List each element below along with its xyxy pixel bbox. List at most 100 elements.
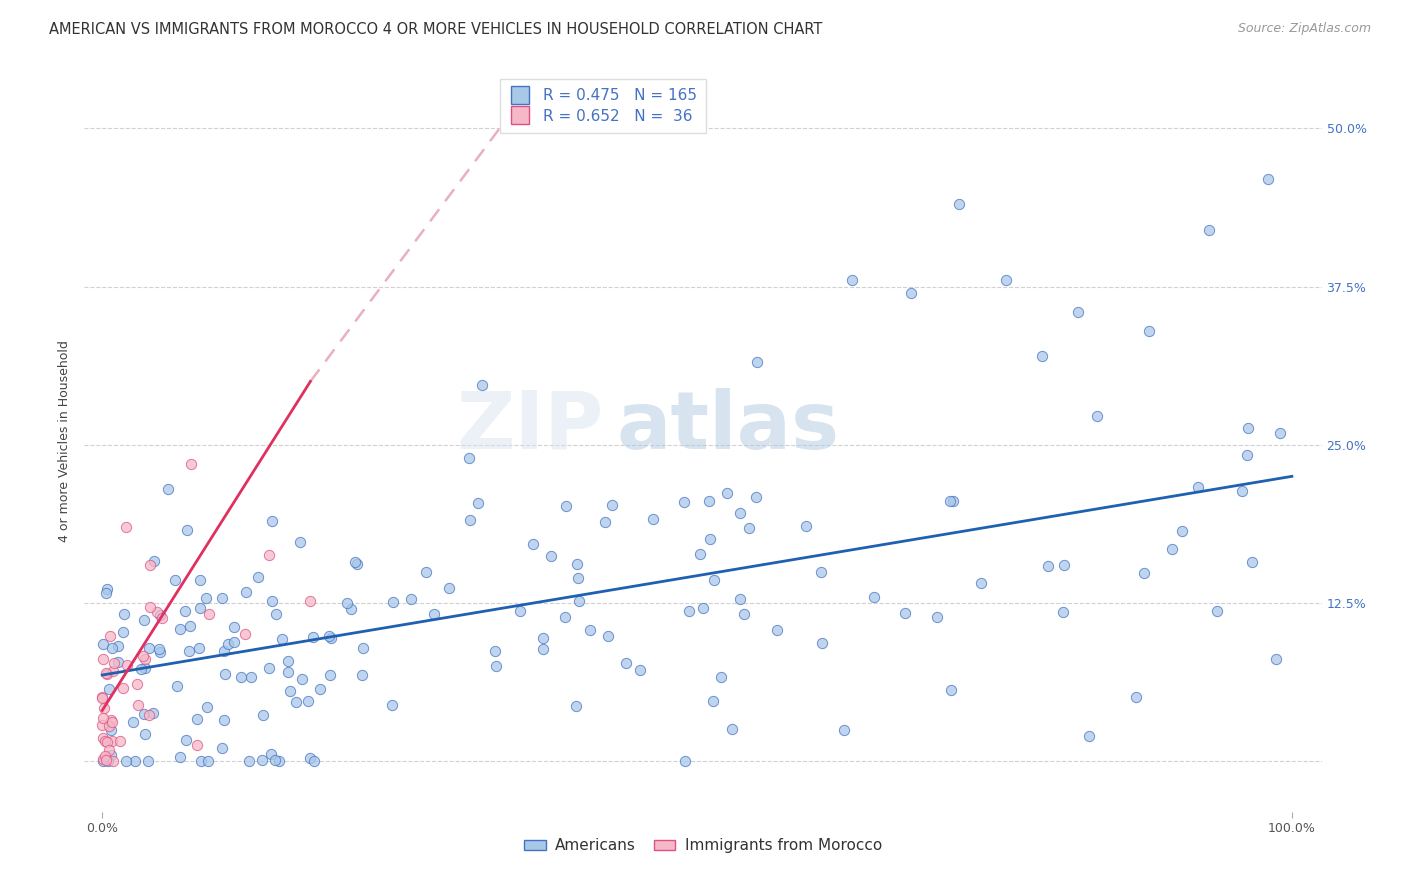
Point — [346, 557, 368, 571]
Point — [238, 754, 260, 768]
Point — [702, 694, 724, 708]
Point — [1161, 542, 1184, 557]
Point — [165, 573, 187, 587]
Point — [628, 663, 651, 677]
Point — [1236, 421, 1258, 435]
Point — [97, 743, 120, 757]
Point — [766, 623, 789, 637]
Point — [614, 657, 637, 671]
Point — [900, 285, 922, 300]
Point — [1031, 349, 1053, 363]
Point — [565, 557, 588, 571]
Point — [186, 712, 208, 726]
Point — [415, 566, 437, 580]
Point — [134, 613, 156, 627]
Point — [176, 523, 198, 537]
Point — [198, 607, 221, 621]
Point — [728, 591, 751, 606]
Point — [94, 734, 117, 748]
Point — [1198, 222, 1220, 236]
Point — [579, 623, 602, 637]
Point — [139, 600, 162, 615]
Point — [699, 532, 721, 546]
Point — [336, 596, 359, 610]
Point — [745, 355, 768, 369]
Point — [278, 683, 301, 698]
Point — [942, 494, 965, 508]
Point — [93, 754, 115, 768]
Point — [267, 754, 290, 768]
Point — [381, 698, 404, 712]
Point — [195, 700, 218, 714]
Point — [107, 639, 129, 653]
Point — [672, 494, 695, 508]
Point — [112, 681, 135, 695]
Point — [222, 635, 245, 649]
Point — [93, 751, 115, 765]
Point — [166, 679, 188, 693]
Point — [150, 610, 173, 624]
Point — [101, 734, 124, 748]
Point — [139, 558, 162, 572]
Point — [299, 750, 322, 764]
Point — [100, 629, 122, 643]
Text: Source: ZipAtlas.com: Source: ZipAtlas.com — [1237, 22, 1371, 36]
Point — [148, 642, 170, 657]
Text: atlas: atlas — [616, 388, 839, 466]
Point — [217, 637, 239, 651]
Point — [108, 733, 131, 747]
Point — [103, 754, 125, 768]
Point — [224, 620, 246, 634]
Point — [103, 656, 125, 670]
Point — [689, 547, 711, 561]
Point — [229, 670, 252, 684]
Point — [381, 595, 404, 609]
Legend: Americans, Immigrants from Morocco: Americans, Immigrants from Morocco — [517, 832, 889, 860]
Point — [235, 584, 257, 599]
Point — [794, 519, 817, 533]
Point — [93, 749, 115, 764]
Point — [257, 548, 280, 562]
Point — [600, 498, 623, 512]
Point — [673, 754, 696, 768]
Point — [1137, 324, 1160, 338]
Point — [1078, 729, 1101, 743]
Point — [641, 512, 664, 526]
Point — [422, 607, 444, 621]
Point — [246, 570, 269, 584]
Point — [91, 731, 114, 745]
Point — [134, 727, 156, 741]
Point — [531, 631, 554, 645]
Point — [1038, 558, 1060, 573]
Point — [540, 549, 562, 563]
Point — [733, 607, 755, 622]
Point — [277, 655, 299, 669]
Point — [174, 605, 197, 619]
Point — [509, 604, 531, 618]
Point — [115, 520, 138, 534]
Point — [96, 734, 118, 748]
Point — [121, 714, 143, 729]
Point — [678, 604, 700, 618]
Point — [100, 641, 122, 656]
Point — [554, 609, 576, 624]
Point — [264, 607, 287, 622]
Point — [567, 571, 589, 585]
Point — [100, 747, 122, 762]
Point — [112, 607, 135, 621]
Point — [136, 754, 159, 768]
Point — [252, 707, 274, 722]
Point — [568, 594, 591, 608]
Point — [188, 601, 211, 615]
Point — [863, 591, 886, 605]
Point — [94, 586, 117, 600]
Point — [91, 690, 114, 705]
Point — [1125, 690, 1147, 705]
Point — [188, 641, 211, 656]
Point — [458, 513, 481, 527]
Point — [262, 514, 284, 528]
Point — [149, 608, 172, 623]
Point — [156, 482, 179, 496]
Point — [91, 651, 114, 665]
Point — [1052, 605, 1074, 619]
